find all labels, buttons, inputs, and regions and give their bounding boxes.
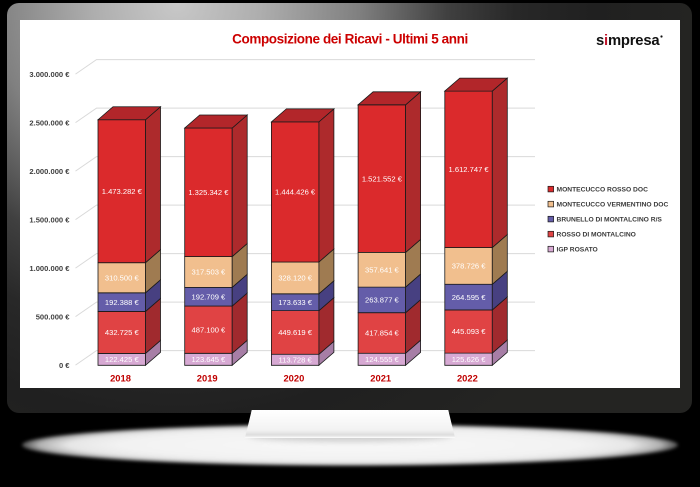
svg-text:417.854 €: 417.854 € [365, 329, 400, 338]
svg-text:2019: 2019 [197, 373, 218, 384]
svg-text:1.473.282 €: 1.473.282 € [102, 187, 143, 196]
svg-text:IGP ROSATO: IGP ROSATO [557, 247, 598, 254]
svg-text:263.877 €: 263.877 € [365, 296, 400, 305]
svg-text:1.612.747 €: 1.612.747 € [449, 165, 490, 174]
svg-text:123.645 €: 123.645 € [192, 355, 227, 364]
svg-text:357.641 €: 357.641 € [365, 265, 400, 274]
svg-text:3.000.000 €: 3.000.000 € [29, 70, 70, 79]
svg-text:1.444.426 €: 1.444.426 € [275, 188, 316, 197]
svg-text:445.093 €: 445.093 € [452, 327, 487, 336]
svg-text:0 €: 0 € [59, 361, 70, 370]
svg-text:2020: 2020 [283, 373, 304, 384]
svg-text:2018: 2018 [110, 373, 131, 384]
svg-text:MONTECUCCO ROSSO DOC: MONTECUCCO ROSSO DOC [557, 187, 649, 194]
svg-text:328.120 €: 328.120 € [278, 274, 313, 283]
svg-text:Composizione dei Ricavi - Ulti: Composizione dei Ricavi - Ultimi 5 anni [232, 32, 468, 47]
svg-text:simpresa: simpresa [596, 33, 660, 49]
svg-text:ROSSO DI MONTALCINO: ROSSO DI MONTALCINO [557, 232, 636, 239]
svg-text:487.100 €: 487.100 € [192, 325, 227, 334]
svg-text:2021: 2021 [370, 373, 391, 384]
svg-text:310.500 €: 310.500 € [105, 273, 140, 282]
svg-text:BRUNELLO DI MONTALCINO R/S: BRUNELLO DI MONTALCINO R/S [557, 217, 663, 224]
svg-text:MONTECUCCO VERMENTINO DOC: MONTECUCCO VERMENTINO DOC [557, 202, 669, 209]
svg-text:378.726 €: 378.726 € [452, 262, 487, 271]
svg-text:125.626 €: 125.626 € [452, 355, 487, 364]
svg-text:124.555 €: 124.555 € [365, 355, 400, 364]
svg-text:122.425 €: 122.425 € [105, 355, 140, 364]
svg-text:2022: 2022 [457, 373, 478, 384]
svg-text:500.000 €: 500.000 € [36, 312, 71, 321]
svg-text:1.500.000 €: 1.500.000 € [29, 215, 70, 224]
svg-text:317.503 €: 317.503 € [192, 268, 227, 277]
svg-text:173.633 €: 173.633 € [278, 298, 313, 307]
svg-text:1.000.000 €: 1.000.000 € [29, 264, 70, 273]
svg-text:264.595 €: 264.595 € [452, 293, 487, 302]
svg-text:449.619 €: 449.619 € [278, 328, 313, 337]
svg-text:113.728 €: 113.728 € [278, 356, 312, 365]
svg-text:192.388 €: 192.388 € [105, 298, 140, 307]
svg-text:1.521.552 €: 1.521.552 € [362, 174, 403, 183]
svg-text:2.500.000 €: 2.500.000 € [29, 118, 70, 127]
svg-text:2.000.000 €: 2.000.000 € [29, 167, 70, 176]
svg-text:192.709 €: 192.709 € [192, 292, 227, 301]
svg-text:432.725 €: 432.725 € [105, 328, 140, 337]
svg-text:1.325.342 €: 1.325.342 € [188, 188, 229, 197]
